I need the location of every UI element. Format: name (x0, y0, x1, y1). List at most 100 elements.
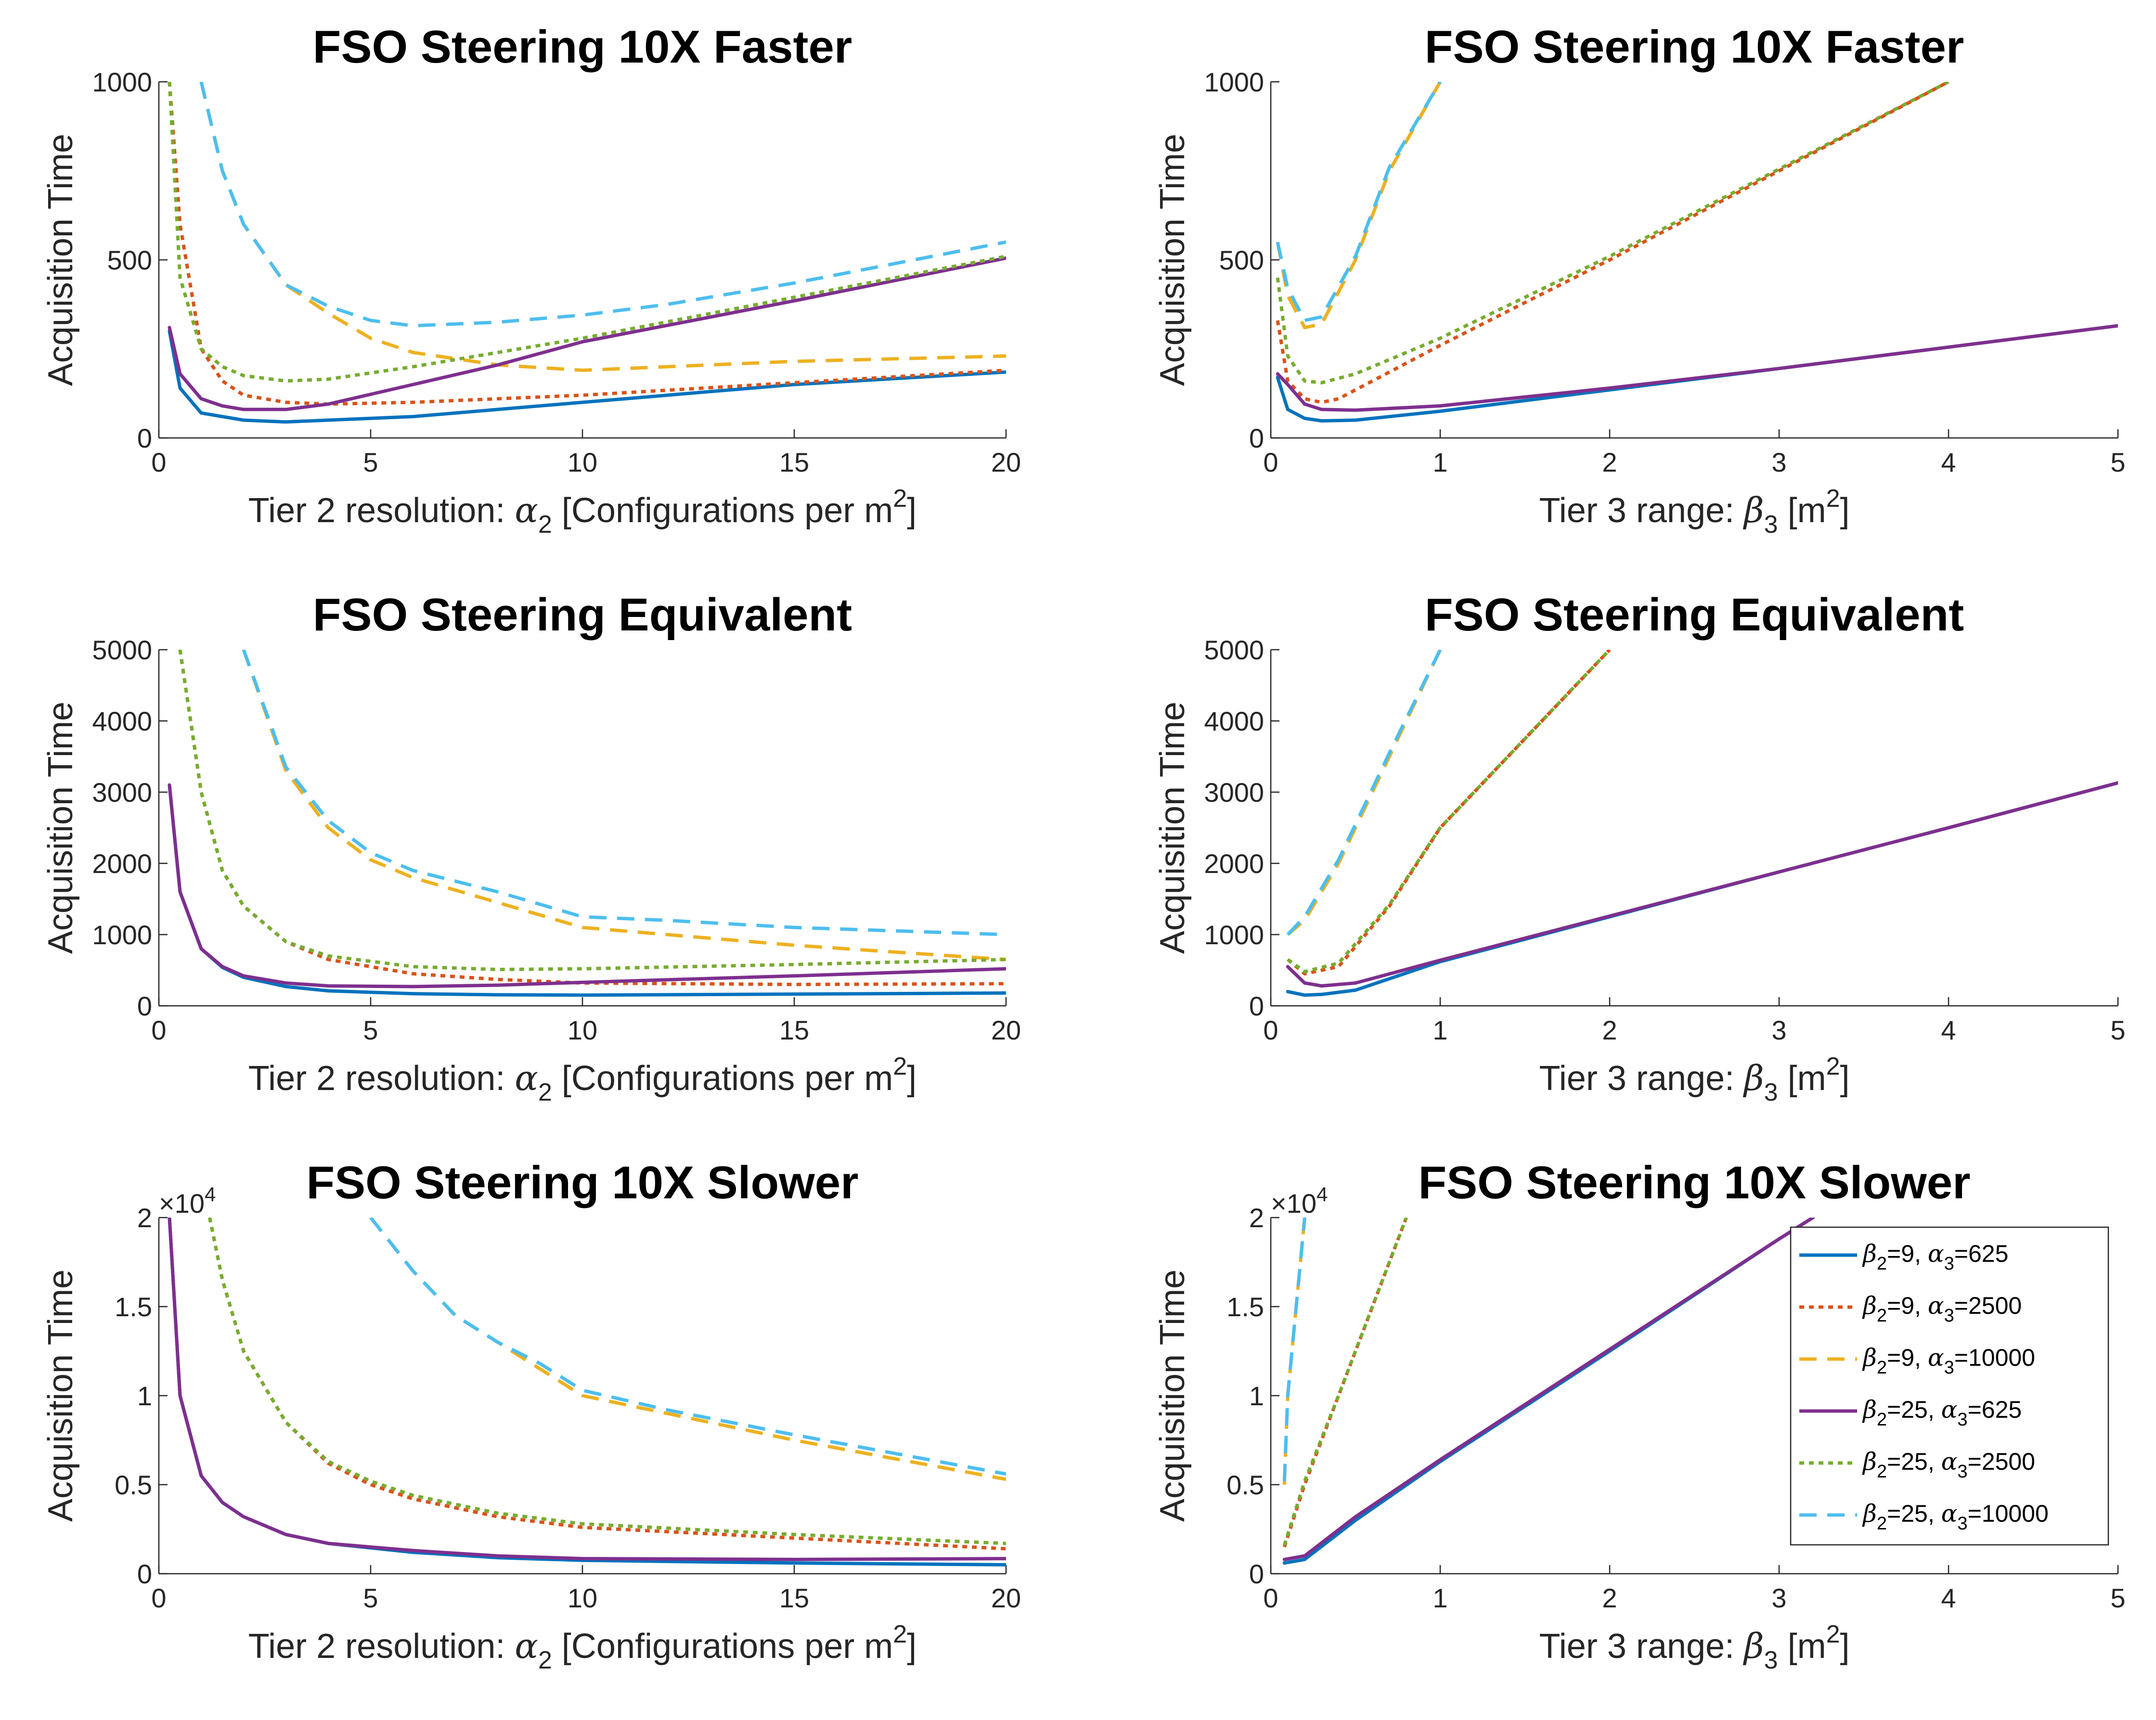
series-line-3 (199, 82, 1006, 372)
x-tick-label: 0 (1263, 1583, 1278, 1613)
x-tick-label: 5 (363, 1583, 378, 1613)
y-tick-label: 3000 (92, 777, 152, 808)
series-line-5 (178, 650, 1006, 971)
series-line-5 (208, 1218, 1006, 1545)
y-axis-label: Acquisition Time (41, 702, 80, 954)
chart-title: FSO Steering 10X Slower (306, 1157, 858, 1208)
y-tick-label: 0 (137, 991, 152, 1021)
y-axis-multiplier: ×104 (159, 1183, 216, 1219)
chart-panel-3: FSO Steering Equivalent 0 5 10 15 20 0 1000 2000… (41, 589, 1021, 1106)
x-tick-label: 2 (1602, 447, 1617, 477)
x-tick-label: 5 (363, 447, 378, 477)
chart-title: FSO Steering Equivalent (313, 589, 852, 641)
y-axis-label: Acquisition Time (1153, 702, 1192, 954)
y-tick-label: 2 (1249, 1203, 1264, 1233)
chart-title: FSO Steering 10X Faster (1425, 21, 1964, 73)
x-tick-label: 20 (991, 1583, 1021, 1613)
series-group (168, 1218, 1006, 1566)
legend-label: β2=9, α3=2500 (1862, 1292, 2022, 1326)
y-tick-label: 1000 (92, 920, 152, 950)
y-tick-label: 1000 (1204, 920, 1264, 950)
y-tick-label: 500 (1219, 245, 1264, 275)
x-tick-label: 5 (2110, 1015, 2125, 1045)
x-axis-label: Tier 3 range: β3 [m2] (1539, 1053, 1850, 1106)
series-group (168, 82, 1006, 424)
x-tick-label: 2 (1602, 1015, 1617, 1045)
x-tick-label: 1 (1433, 1015, 1447, 1045)
x-tick-label: 0 (1263, 1015, 1278, 1045)
legend-label: β2=25, α3=2500 (1862, 1448, 2035, 1482)
chart-panel-4: FSO Steering Equivalent 0 1 2 3 4 5 0 1000 2000 30… (1153, 589, 2126, 1106)
y-tick-label: 2 (137, 1203, 152, 1233)
series-group (1286, 650, 2118, 997)
chart-panel-5: FSO Steering 10X Slower 0 5 10 15 20 0 0.5 1 1.5 2… (41, 1157, 1021, 1674)
y-tick-label: 1.5 (1226, 1292, 1264, 1322)
chart-panel-1: FSO Steering 10X Faster 0 5 10 15 20 0 500 1000 A… (41, 21, 1021, 539)
series-line-1 (168, 783, 1006, 997)
chart-title: FSO Steering 10X Slower (1418, 1157, 1970, 1208)
y-tick-label: 0 (1249, 1559, 1264, 1589)
series-line-2 (1276, 82, 1949, 404)
y-tick-label: 1.5 (115, 1292, 152, 1322)
series-line-3 (242, 650, 1006, 962)
y-tick-label: 0 (137, 423, 152, 453)
y-tick-label: 0 (137, 1559, 152, 1589)
x-tick-label: 10 (568, 1015, 597, 1045)
series-line-4 (1276, 324, 2118, 412)
y-tick-label: 1 (1249, 1381, 1264, 1411)
series-line-6 (199, 82, 1006, 328)
series-line-4 (168, 256, 1006, 411)
x-tick-label: 0 (1263, 447, 1278, 477)
legend: β2=9, α3=625 β2=9, α3=2500 β2=9, α3=10000 β… (1790, 1226, 2109, 1546)
series-line-6 (1282, 1218, 1306, 1481)
x-tick-label: 5 (363, 1015, 378, 1045)
legend-label: β2=25, α3=10000 (1862, 1500, 2049, 1534)
series-line-4 (1286, 781, 2118, 988)
x-tick-label: 0 (151, 447, 166, 477)
x-tick-label: 0 (151, 1015, 166, 1045)
series-group (1282, 1218, 1815, 1565)
x-tick-label: 1 (1433, 447, 1447, 477)
x-axis-label: Tier 2 resolution: α2 [Configurations pe… (248, 485, 917, 539)
y-tick-label: 1 (137, 1381, 152, 1411)
chart-title: FSO Steering 10X Faster (313, 21, 852, 73)
series-line-4 (1282, 1218, 1815, 1561)
x-tick-label: 3 (1771, 1583, 1786, 1613)
x-tick-label: 10 (568, 447, 597, 477)
x-axis-label: Tier 2 resolution: α2 [Configurations pe… (248, 1053, 917, 1106)
x-tick-label: 15 (779, 1015, 809, 1045)
x-tick-label: 20 (991, 1015, 1021, 1045)
series-line-5 (1287, 650, 1611, 974)
x-tick-label: 10 (568, 1583, 597, 1613)
y-axis-label: Acquisition Time (41, 134, 80, 386)
x-tick-label: 4 (1941, 1015, 1956, 1045)
series-line-6 (242, 650, 1006, 937)
x-tick-label: 15 (779, 447, 809, 477)
chart-panel-2: FSO Steering 10X Faster 0 1 2 3 4 5 0 500 1000 Acq… (1153, 21, 2126, 539)
x-tick-label: 1 (1433, 1583, 1447, 1613)
legend-label: β2=9, α3=10000 (1862, 1344, 2035, 1378)
legend-box (1790, 1226, 2109, 1546)
y-tick-label: 0 (1249, 423, 1264, 453)
y-tick-label: 0 (1249, 991, 1264, 1021)
y-tick-label: 5000 (1204, 635, 1264, 665)
x-tick-label: 4 (1941, 447, 1956, 477)
series-line-2 (178, 650, 1006, 987)
x-axis-label: Tier 3 range: β3 [m2] (1539, 1620, 1850, 1674)
y-tick-label: 1000 (1204, 67, 1264, 97)
y-axis-label: Acquisition Time (1153, 1270, 1192, 1522)
x-tick-label: 3 (1771, 1015, 1786, 1045)
x-axis-label: Tier 3 range: β3 [m2] (1539, 485, 1850, 539)
series-line-6 (369, 1218, 1006, 1476)
series-line-4 (168, 1218, 1006, 1561)
series-group (168, 650, 1006, 997)
y-tick-label: 4000 (1204, 706, 1264, 736)
series-line-3 (1276, 82, 1442, 330)
x-tick-label: 5 (2110, 1583, 2125, 1613)
y-tick-label: 5000 (92, 635, 152, 665)
x-tick-label: 3 (1771, 447, 1786, 477)
x-tick-label: 0 (151, 1583, 166, 1613)
series-line-3 (369, 1218, 1006, 1481)
